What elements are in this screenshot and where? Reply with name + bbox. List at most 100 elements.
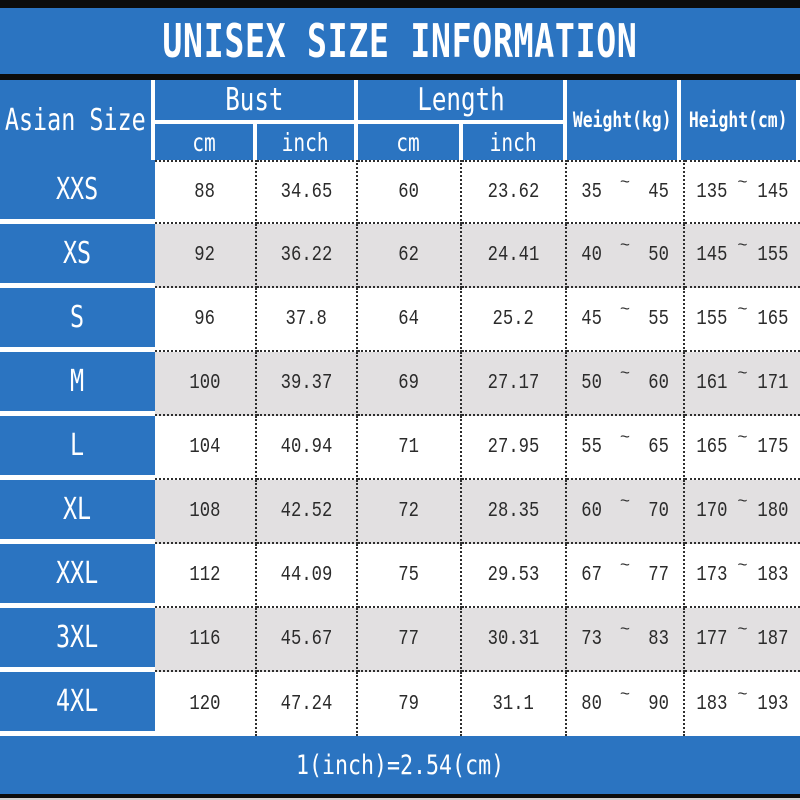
bust-inch-cell: 42.52 [257,480,358,544]
header-height: Height(cm) [681,80,796,160]
height-range-cell: 183 ~ 193 [685,672,800,736]
bust-cm-cell: 100 [155,352,257,416]
table-row: XL 108 42.52 72 28.35 60 ~ 70 170 ~ [0,480,800,544]
header-weight-label: Weight(kg) [572,108,672,132]
height-range-cell: 170 ~ 180 [685,480,800,544]
table-row: 4XL 120 47.24 79 31.1 80 ~ 90 183 ~ [0,672,800,736]
bust-inch-cell: 39.37 [257,352,358,416]
bottom-border-strip [0,794,800,798]
bust-cm-cell: 88 [155,160,257,224]
size-label-cell: XXS [0,160,155,224]
header-asian-size-label: Asian Size [5,102,146,138]
length-cm-cell: 71 [358,416,462,480]
bust-cm-cell: 120 [155,672,257,736]
size-label: S [70,300,85,335]
weight-range-cell: 50 ~ 60 [567,352,685,416]
table-row: L 104 40.94 71 27.95 55 ~ 65 165 ~ 1 [0,416,800,480]
header-bust-label: Bust [225,82,284,118]
bust-inch-cell: 40.94 [257,416,358,480]
weight-range-cell: 67 ~ 77 [567,544,685,608]
length-cm-cell: 69 [358,352,462,416]
header-length-cm-label: cm [396,127,420,157]
tilde-symbol: ~ [737,492,748,512]
bust-cm-cell: 112 [155,544,257,608]
conversion-note: 1(inch)=2.54(cm) [0,736,800,794]
size-label: 4XL [56,684,99,719]
header-bust-cm: cm [155,124,257,160]
header-height-label: Height(cm) [689,108,788,132]
length-inch-cell: 28.35 [462,480,567,544]
header-bust-cm-label: cm [191,127,216,157]
size-label: 3XL [56,620,99,655]
table-row: XXS 88 34.65 60 23.62 35 ~ 45 135 ~ [0,160,800,224]
tilde-symbol: ~ [619,492,631,512]
size-label: M [70,364,85,399]
bust-inch-cell: 45.67 [257,608,358,672]
size-label-cell: XS [0,224,155,288]
height-range-cell: 135 ~ 145 [685,160,800,224]
tilde-symbol: ~ [737,364,748,384]
size-label-cell: XL [0,480,155,544]
length-inch-cell: 30.31 [462,608,567,672]
bust-inch-cell: 36.22 [257,224,358,288]
header-length-cm: cm [358,124,463,160]
tilde-symbol: ~ [737,620,748,640]
header-group-bust: Bust cm inch [155,80,358,160]
table-body: XXS 88 34.65 60 23.62 35 ~ 45 135 ~ [0,160,800,736]
weight-range-cell: 80 ~ 90 [567,672,685,736]
length-inch-cell: 31.1 [462,672,567,736]
bust-inch-cell: 34.65 [257,160,358,224]
header-bust-inch-label: inch [281,127,329,157]
length-inch-cell: 23.62 [462,160,567,224]
length-cm-cell: 77 [358,608,462,672]
height-range-cell: 161 ~ 171 [685,352,800,416]
length-cm-cell: 79 [358,672,462,736]
page-title: UNISEX SIZE INFORMATION [162,14,638,68]
tilde-symbol: ~ [737,685,748,705]
size-label-cell: 3XL [0,608,155,672]
bust-inch-cell: 47.24 [257,672,358,736]
bust-cm-cell: 116 [155,608,257,672]
bust-cm-cell: 92 [155,224,257,288]
height-range-cell: 155 ~ 165 [685,288,800,352]
tilde-symbol: ~ [619,364,631,384]
tilde-symbol: ~ [619,685,631,705]
weight-range-cell: 55 ~ 65 [567,416,685,480]
table-row: S 96 37.8 64 25.2 45 ~ 55 155 ~ 165 [0,288,800,352]
size-label: XXS [56,172,99,207]
length-inch-cell: 27.17 [462,352,567,416]
header-bust: Bust [155,80,354,124]
table-row: 3XL 116 45.67 77 30.31 73 ~ 83 177 ~ [0,608,800,672]
header-length-label: Length [416,82,505,118]
height-range-cell: 145 ~ 155 [685,224,800,288]
tilde-symbol: ~ [737,236,748,256]
size-label-cell: M [0,352,155,416]
bust-cm-cell: 108 [155,480,257,544]
header-bust-inch: inch [256,124,354,160]
size-label: XL [63,492,92,527]
size-label: L [70,428,85,463]
size-label: XS [63,236,92,271]
length-cm-cell: 62 [358,224,462,288]
size-label-cell: XXL [0,544,155,608]
tilde-symbol: ~ [619,300,631,320]
length-cm-cell: 75 [358,544,462,608]
length-inch-cell: 29.53 [462,544,567,608]
weight-range-cell: 35 ~ 45 [567,160,685,224]
length-inch-cell: 27.95 [462,416,567,480]
tilde-symbol: ~ [737,428,748,448]
header-group-length: Length cm inch [358,80,567,160]
banner-divider [0,74,800,80]
bust-cm-cell: 104 [155,416,257,480]
conversion-note-text: 1(inch)=2.54(cm) [295,749,505,781]
bust-inch-cell: 44.09 [257,544,358,608]
header-length-inch-label: inch [489,127,537,157]
header-length-subrow: cm inch [358,124,563,160]
length-cm-cell: 60 [358,160,462,224]
tilde-symbol: ~ [619,236,631,256]
tilde-symbol: ~ [619,556,631,576]
length-inch-cell: 25.2 [462,288,567,352]
table-row: XS 92 36.22 62 24.41 40 ~ 50 145 ~ 1 [0,224,800,288]
tilde-symbol: ~ [737,173,748,193]
